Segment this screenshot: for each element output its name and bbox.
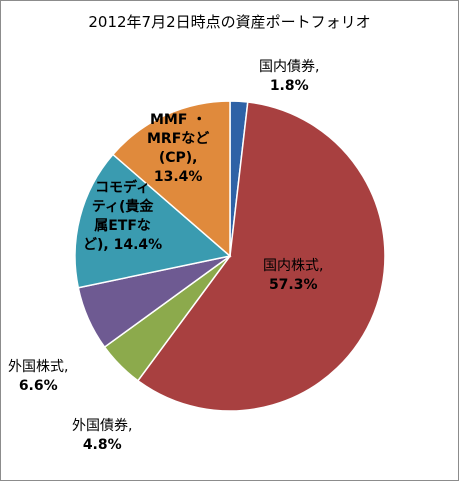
slice-label-foreign-stocks: 外国株式, 6.6%: [8, 359, 69, 394]
slice-label-foreign-bonds: 外国債券, 4.8%: [72, 418, 133, 453]
slice-label-mmf-mrf: MMF ・ MRFなど (CP), 13.4%: [147, 112, 210, 185]
slice-label-domestic-bonds: 国内債券, 1.8%: [259, 59, 320, 94]
chart-title: 2012年7月2日時点の資産ポートフォリオ: [88, 13, 371, 31]
slice-label-domestic-stocks: 国内株式, 57.3%: [263, 258, 324, 293]
pie-slice-domestic-stocks: [136, 101, 386, 412]
pie-slice-commodities: [74, 153, 232, 289]
slice-label-commodities: コモディ ティ(貴金 属ETFな ど), 14.4%: [83, 180, 163, 253]
pie-slice-mmf-mrf: [111, 100, 231, 258]
